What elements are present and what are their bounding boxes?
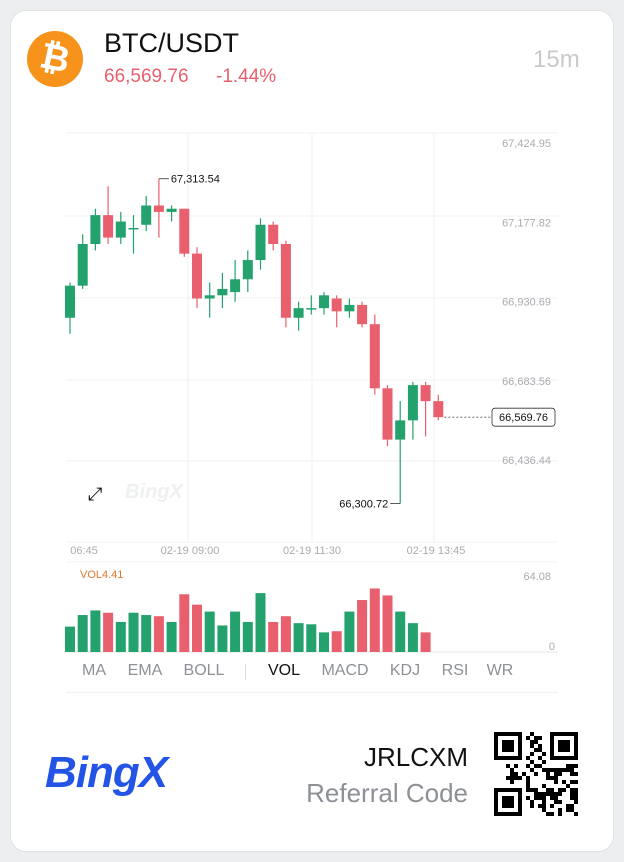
- timeframe-label[interactable]: 15m: [533, 46, 580, 73]
- candle-body: [103, 215, 114, 238]
- candle-body: [204, 295, 215, 299]
- tab-kdj[interactable]: KDJ: [389, 662, 421, 679]
- volume-bar: [141, 615, 152, 652]
- referral-code: JRLCXM: [363, 742, 468, 772]
- tab-vol[interactable]: VOL: [267, 662, 301, 679]
- volume-bar: [103, 612, 114, 652]
- volume-bar: [90, 610, 101, 652]
- x-tick-label: 06:45: [70, 545, 98, 557]
- volume-bar: [65, 626, 75, 652]
- last-price-tag: 66,569.76: [499, 412, 548, 424]
- low-price-label: 66,300.72: [339, 499, 388, 511]
- volume-bar: [369, 588, 380, 652]
- candle-body: [65, 285, 75, 318]
- volume-bar: [293, 623, 304, 652]
- tab-ema[interactable]: EMA: [127, 662, 163, 679]
- volume-bar: [242, 621, 253, 652]
- candle-body: [420, 385, 431, 402]
- volume-bar: [217, 625, 228, 652]
- tab-rsi[interactable]: RSI: [441, 662, 469, 679]
- referral-label: Referral Code: [306, 778, 468, 808]
- x-tick-label: 02-19 11:30: [283, 545, 341, 557]
- volume-bar: [128, 612, 139, 652]
- volume-bar: [179, 594, 190, 652]
- last-price: 66,569.76: [104, 66, 189, 87]
- candle-body: [382, 388, 393, 440]
- candle-body: [128, 227, 139, 230]
- pair-title: BTC/USDT: [104, 28, 239, 58]
- last-price-box: [491, 407, 556, 427]
- price-change: -1.44%: [216, 66, 277, 87]
- high-price-label: 67,313.54: [171, 174, 220, 186]
- tab-macd[interactable]: MACD: [321, 662, 369, 679]
- tab-ma[interactable]: MA: [82, 662, 106, 679]
- candle-body: [280, 243, 291, 318]
- volume-bar: [382, 595, 393, 652]
- y-tick-label: 67,177.82: [502, 217, 551, 229]
- tab-separator: [245, 664, 246, 680]
- candle-body: [306, 308, 317, 310]
- volume-bar: [230, 611, 241, 652]
- bitcoin-coin-icon: ₿: [27, 31, 83, 87]
- expand-icon[interactable]: ⤢: [88, 484, 103, 504]
- volume-bar: [115, 621, 126, 652]
- candle-body: [344, 304, 355, 312]
- candle-body: [115, 221, 126, 238]
- y-tick-label: 66,436.44: [502, 455, 551, 467]
- candle-body: [230, 279, 241, 293]
- tab-boll[interactable]: BOLL: [183, 662, 225, 679]
- volume-min-label: 0: [549, 641, 555, 653]
- candle-body: [90, 215, 101, 244]
- volume-bar: [319, 632, 329, 652]
- volume-bar: [204, 611, 215, 652]
- volume-bar: [357, 600, 368, 652]
- volume-bar: [153, 616, 164, 652]
- y-tick-label: 67,424.95: [502, 138, 551, 150]
- volume-bar: [407, 623, 418, 652]
- volume-bar: [331, 631, 342, 652]
- candle-body: [242, 260, 253, 280]
- candle-body: [407, 385, 418, 421]
- candle-body: [255, 224, 266, 261]
- divider: [66, 692, 558, 693]
- candle-body: [395, 420, 406, 440]
- candle-body: [268, 224, 279, 244]
- volume-bar: [280, 616, 291, 652]
- y-tick-label: 66,683.56: [502, 376, 551, 388]
- candle-body: [293, 308, 304, 318]
- volume-bar: [344, 611, 355, 652]
- candle-body: [77, 243, 88, 286]
- volume-indicator-label: VOL4.41: [80, 569, 123, 581]
- qr-code-icon: [494, 732, 578, 816]
- candle-body: [153, 205, 164, 212]
- y-tick-label: 66,930.69: [502, 297, 551, 309]
- candle-body: [179, 208, 190, 254]
- x-tick-label: 02-19 13:45: [407, 545, 466, 557]
- x-tick-label: 02-19 09:00: [161, 545, 220, 557]
- candlestick-chart: BingX 67,424.95 67,177.82 66,930.69 66,683.5…: [65, 132, 558, 653]
- bingx-logo: BingX: [45, 748, 168, 797]
- volume-bar: [77, 615, 88, 652]
- volume-bar: [268, 621, 279, 652]
- candle-body: [192, 253, 202, 299]
- candle-body: [357, 304, 368, 325]
- candle-body: [369, 324, 380, 389]
- volume-bar: [192, 604, 202, 652]
- chart-watermark: BingX: [125, 481, 184, 503]
- tab-wr[interactable]: WR: [486, 662, 514, 679]
- candle-body: [331, 298, 342, 312]
- candle-body: [433, 401, 444, 418]
- candle-body: [166, 208, 177, 212]
- volume-bar: [306, 624, 317, 652]
- candle-body: [217, 288, 228, 296]
- volume-bar: [395, 611, 406, 652]
- volume-bar: [255, 593, 266, 652]
- candle-body: [141, 205, 152, 225]
- volume-bar: [420, 632, 431, 652]
- volume-bar: [166, 621, 177, 652]
- volume-max-label: 64.08: [523, 571, 551, 583]
- candle-body: [319, 295, 329, 309]
